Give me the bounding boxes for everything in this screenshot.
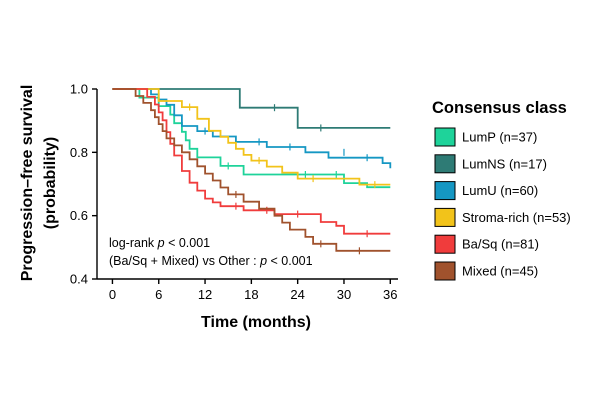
comparison-annotation: (Ba/Sq + Mixed) vs Other : p < 0.001 [109,254,313,268]
series-layer [112,88,392,255]
legend-item-lump: LumP (n=37) [434,127,537,147]
legend-item-stroma-rich: Stroma-rich (n=53) [434,207,571,227]
legend-title: Consensus class [432,99,567,117]
x-tick-label: 6 [155,287,162,302]
series-line-stroma-rich [112,88,391,186]
series-line-lumu [112,88,392,169]
legend-label: LumNS (n=17) [462,156,547,171]
series-lumns [112,88,391,132]
logrank-p: p [157,236,165,250]
legend-item-lumu: LumU (n=60) [434,181,538,201]
y-tick-label: 0.8 [70,145,88,160]
y-tick-label: 0.6 [70,208,88,223]
legend-label: LumP (n=37) [462,130,537,145]
legend-swatch [434,181,456,201]
series-line-ba-sq [112,88,391,235]
x-tick-label: 30 [337,287,351,302]
legend: LumP (n=37) LumNS (n=17) LumU (n=60) Stroma… [434,127,571,281]
legend-swatch [434,207,456,227]
series-line-mixed [112,88,391,252]
series-lumu [112,88,392,169]
comparison-prefix: (Ba/Sq + Mixed) vs Other : [109,254,260,268]
x-tick-label: 18 [244,287,258,302]
x-tick-label: 12 [198,287,212,302]
x-axis-title: Time (months) [201,314,311,331]
legend-item-mixed: Mixed (n=45) [434,261,538,281]
series-line-lumns [112,88,391,129]
y-axis-title-line2: (probability) [42,137,59,229]
legend-swatch [434,127,456,147]
legend-swatch [434,154,456,174]
y-tick-label: 1.0 [70,82,88,97]
legend-item-lumns: LumNS (n=17) [434,154,547,174]
legend-label: Ba/Sq (n=81) [462,237,539,252]
legend-label: LumU (n=60) [462,183,538,198]
x-tick-label: 36 [383,287,397,302]
series-mixed [112,88,391,255]
logrank-prefix: log-rank [109,236,158,250]
y-tick-label: 0.4 [70,272,88,287]
x-tick-label: 0 [109,287,116,302]
legend-swatch [434,234,456,254]
series-stroma-rich [112,88,391,189]
legend-label: Stroma-rich (n=53) [462,210,571,225]
logrank-annotation: log-rank p < 0.001 [109,236,210,250]
comparison-suffix: < 0.001 [267,254,313,268]
x-tick-label: 24 [290,287,304,302]
legend-label: Mixed (n=45) [462,264,538,279]
legend-item-ba-sq: Ba/Sq (n=81) [434,234,539,254]
comparison-p: p [259,254,267,268]
logrank-suffix: < 0.001 [165,236,211,250]
axes: 0.4 0.6 0.8 1.0 0 6 12 18 24 30 36 [70,82,398,302]
legend-swatch [434,261,456,281]
y-axis-title-line1: Progression–free survival [19,85,36,282]
